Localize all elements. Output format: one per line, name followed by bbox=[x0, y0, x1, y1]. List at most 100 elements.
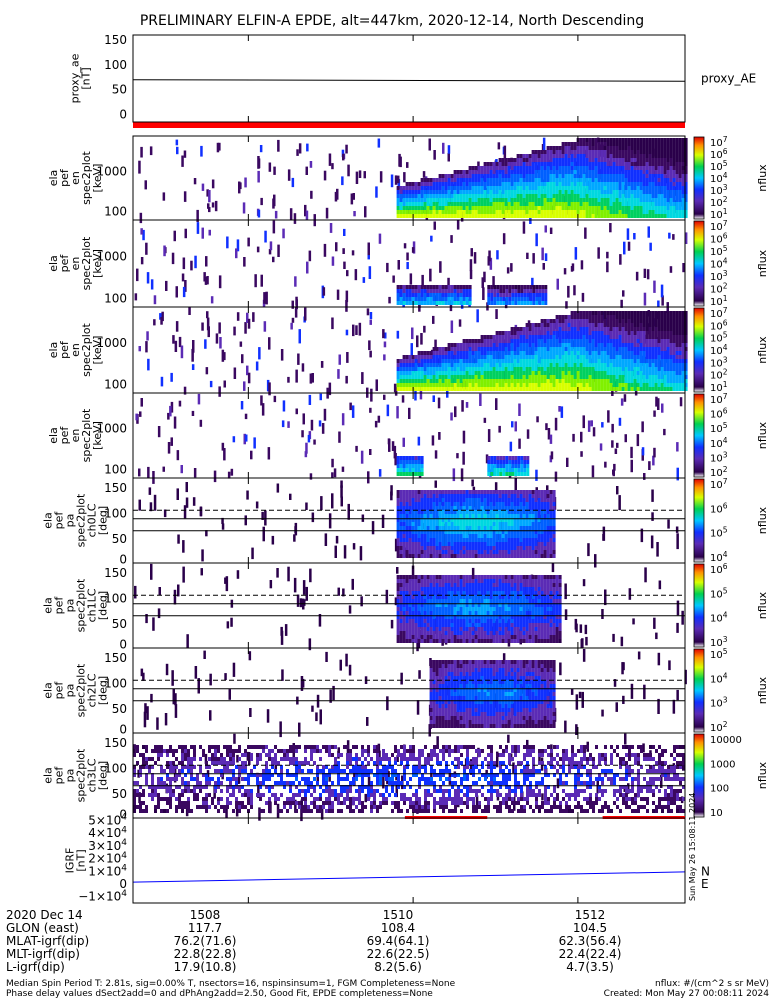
heatmap-cell bbox=[561, 319, 565, 323]
heatmap-cell bbox=[492, 194, 496, 198]
heatmap-cell bbox=[456, 518, 460, 522]
heatmap-cell bbox=[597, 158, 601, 162]
heatmap-cell bbox=[675, 335, 679, 339]
heatmap-cell bbox=[675, 170, 679, 174]
heatmap-cell bbox=[579, 182, 583, 186]
heatmap-cell bbox=[507, 339, 511, 343]
heatmap-cell bbox=[582, 138, 586, 142]
heatmap-cell bbox=[450, 542, 454, 546]
heatmap-cell bbox=[657, 190, 661, 194]
heatmap-cell bbox=[520, 297, 524, 301]
heatmap-cell bbox=[633, 158, 637, 162]
heatmap-cell bbox=[163, 245, 166, 257]
heatmap-cell bbox=[579, 178, 583, 182]
heatmap-cell bbox=[438, 490, 442, 494]
heatmap-cell bbox=[591, 375, 595, 379]
heatmap-cell bbox=[477, 542, 481, 546]
heatmap-cell bbox=[504, 198, 508, 202]
heatmap-cell bbox=[507, 351, 511, 355]
heatmap-cell bbox=[597, 363, 601, 367]
heatmap-cell bbox=[435, 210, 439, 214]
heatmap-cell bbox=[402, 534, 406, 538]
heatmap-cell bbox=[642, 206, 646, 210]
ylabel-spec-en-1-line: ela bbox=[47, 170, 60, 187]
heatmap-cell bbox=[480, 502, 484, 506]
heatmap-cell bbox=[408, 285, 412, 289]
heatmap-cell bbox=[403, 172, 406, 183]
heatmap-cell bbox=[529, 289, 533, 293]
heatmap-cell bbox=[477, 363, 481, 367]
heatmap-cell bbox=[624, 367, 628, 371]
heatmap-cell bbox=[493, 293, 497, 297]
heatmap-cell bbox=[323, 243, 327, 257]
heatmap-cell bbox=[681, 198, 685, 202]
heatmap-cell bbox=[630, 170, 634, 174]
heatmap-cell bbox=[306, 143, 309, 152]
heatmap-cell bbox=[432, 502, 436, 506]
heatmap-cell bbox=[612, 315, 616, 319]
heatmap-cell bbox=[588, 355, 592, 359]
heatmap-cell bbox=[549, 343, 553, 347]
heatmap-cell bbox=[420, 387, 424, 391]
heatmap-cell bbox=[615, 347, 619, 351]
heatmap-cell bbox=[456, 214, 460, 218]
heatmap-cell bbox=[408, 190, 412, 194]
heatmap-cell bbox=[495, 331, 499, 335]
heatmap-cell bbox=[437, 397, 441, 409]
heatmap-cell bbox=[597, 206, 601, 210]
heatmap-cell bbox=[414, 210, 418, 214]
heatmap-cell bbox=[363, 171, 366, 179]
heatmap-cell bbox=[684, 198, 688, 202]
heatmap-cell bbox=[468, 550, 472, 554]
heatmap-cell bbox=[447, 297, 451, 301]
heatmap-cell bbox=[669, 202, 673, 206]
heatmap-cell bbox=[306, 261, 309, 274]
heatmap-cell bbox=[471, 550, 475, 554]
heatmap-cell bbox=[678, 206, 682, 210]
heatmap-cell bbox=[600, 379, 604, 383]
heatmap-cell bbox=[648, 375, 652, 379]
heatmap-cell bbox=[627, 210, 631, 214]
heatmap-cell bbox=[474, 530, 478, 534]
heatmap-cell bbox=[465, 285, 469, 289]
heatmap-cell bbox=[399, 301, 403, 305]
heatmap-cell bbox=[681, 339, 685, 343]
heatmap-cell bbox=[594, 359, 598, 363]
heatmap-cell bbox=[621, 383, 625, 387]
heatmap-cell bbox=[483, 202, 487, 206]
heatmap-cell bbox=[510, 339, 514, 343]
heatmap-cell bbox=[645, 371, 649, 375]
heatmap-cell bbox=[639, 335, 643, 339]
heatmap-cell bbox=[426, 526, 430, 530]
heatmap-cell bbox=[570, 170, 574, 174]
heatmap-cell bbox=[588, 387, 592, 391]
heatmap-cell bbox=[459, 538, 463, 542]
heatmap-cell bbox=[519, 162, 523, 166]
heatmap-cell bbox=[603, 383, 607, 387]
heatmap-cell bbox=[549, 227, 553, 234]
heatmap-cell bbox=[499, 301, 503, 305]
heatmap-cell bbox=[567, 331, 571, 335]
heatmap-cell bbox=[489, 383, 493, 387]
heatmap-cell bbox=[447, 371, 451, 375]
heatmap-cell bbox=[402, 293, 406, 297]
heatmap-cell bbox=[675, 311, 679, 315]
heatmap-cell bbox=[420, 214, 424, 218]
heatmap-cell bbox=[543, 214, 547, 218]
heatmap-cell bbox=[405, 198, 409, 202]
heatmap-cell bbox=[624, 182, 628, 186]
heatmap-cell bbox=[558, 206, 562, 210]
heatmap-cell bbox=[411, 526, 415, 530]
heatmap-cell bbox=[450, 530, 454, 534]
heatmap-cell bbox=[149, 146, 153, 156]
heatmap-cell bbox=[435, 186, 439, 190]
heatmap-cell bbox=[630, 379, 634, 383]
heatmap-cell bbox=[507, 202, 511, 206]
heatmap-cell bbox=[422, 171, 426, 178]
heatmap-cell bbox=[645, 335, 649, 339]
heatmap-cell bbox=[420, 534, 424, 538]
heatmap-cell bbox=[528, 379, 532, 383]
heatmap-cell bbox=[421, 274, 424, 287]
colorbar-tick: 103 bbox=[710, 355, 728, 369]
heatmap-cell bbox=[504, 359, 508, 363]
